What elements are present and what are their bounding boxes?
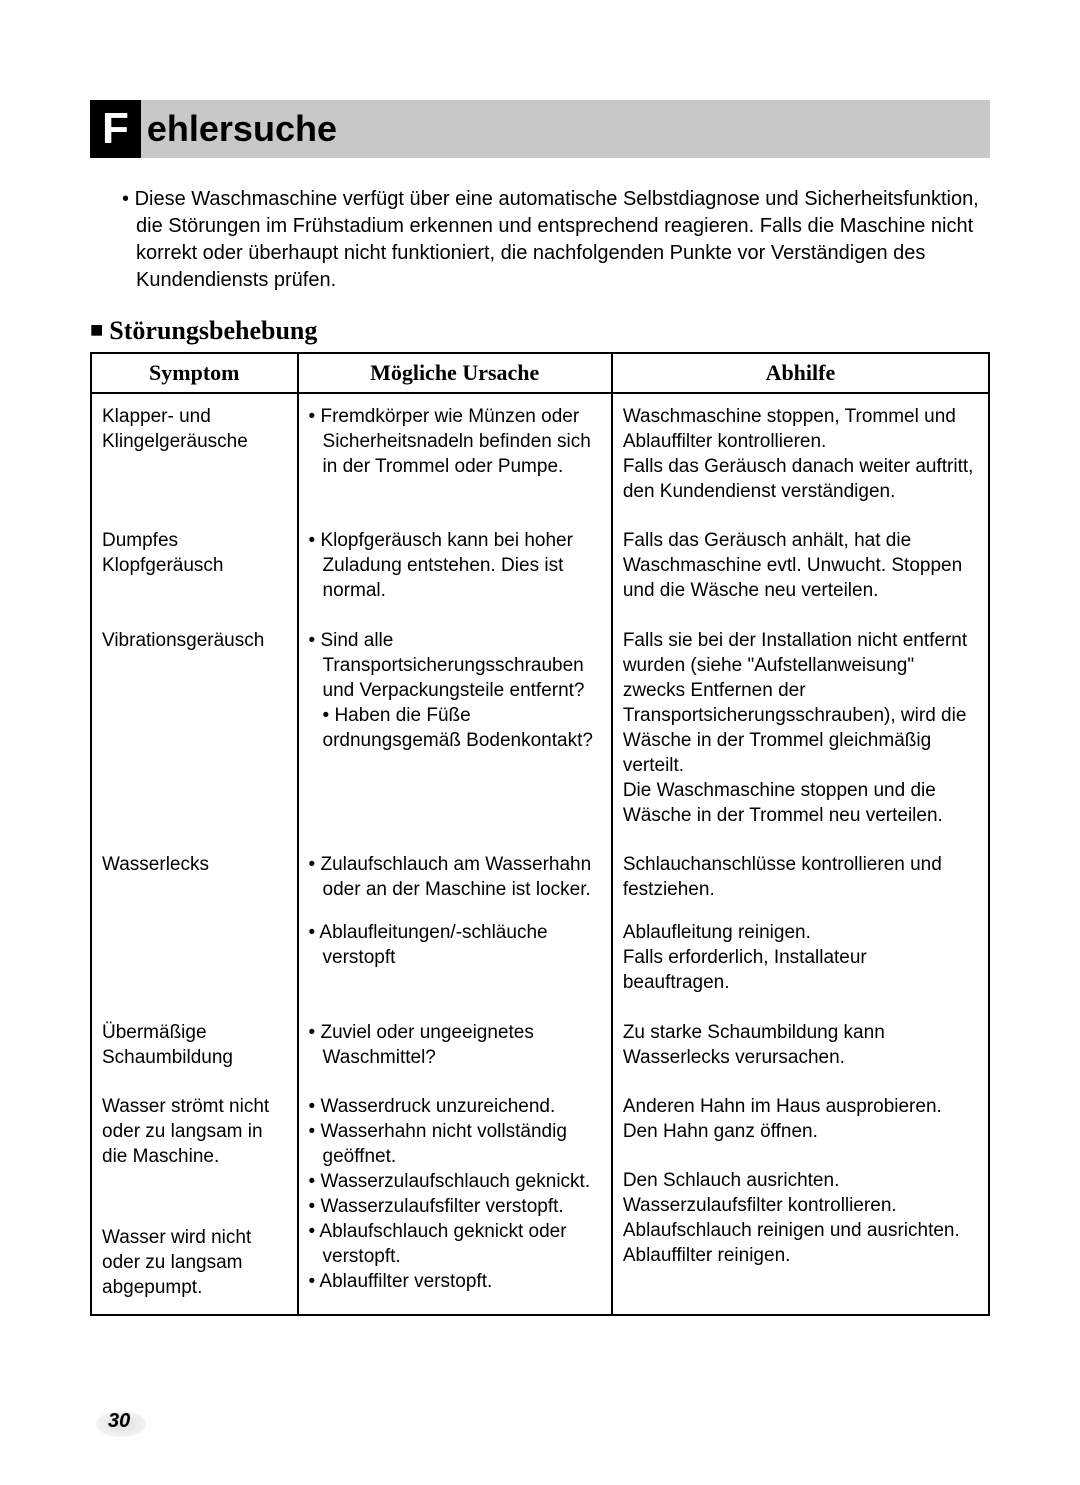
cell-cause: • Sind alle Transportsicherungsschrauben… xyxy=(298,618,612,843)
table-row: Klapper- und Klingelgeräusche • Fremdkör… xyxy=(91,393,989,518)
cell-symptom: Wasser strömt nicht oder zu langsam in d… xyxy=(91,1084,298,1315)
intro-paragraph: • Diese Waschmaschine verfügt über eine … xyxy=(122,186,990,294)
title-initial-letter: F xyxy=(90,100,141,158)
cell-cause: • Zulaufschlauch am Wasserhahn oder an d… xyxy=(298,842,612,1009)
cell-symptom: Klapper- und Klingelgeräusche xyxy=(91,393,298,518)
troubleshooting-table: Symptom Mögliche Ursache Abhilfe Klapper… xyxy=(90,352,990,1316)
col-header-cause: Mögliche Ursache xyxy=(298,353,612,393)
intro-text: Diese Waschmaschine verfügt über eine au… xyxy=(135,188,979,291)
table-row: Übermäßige Schaumbildung • Zuviel oder u… xyxy=(91,1010,989,1084)
page-number: 30 xyxy=(108,1410,130,1433)
cell-symptom: Wasserlecks xyxy=(91,842,298,1009)
section-heading-text: Störungsbehebung xyxy=(109,316,317,345)
table-row: Wasser strömt nicht oder zu langsam in d… xyxy=(91,1084,989,1315)
table-header-row: Symptom Mögliche Ursache Abhilfe xyxy=(91,353,989,393)
cell-remedy: Waschmaschine stoppen, Trommel und Ablau… xyxy=(612,393,989,518)
table-row: Vibrationsgeräusch • Sind alle Transport… xyxy=(91,618,989,843)
cell-cause: • Wasserdruck unzureichend. • Wasserhahn… xyxy=(298,1084,612,1315)
col-header-symptom: Symptom xyxy=(91,353,298,393)
cell-symptom: Vibrationsgeräusch xyxy=(91,618,298,843)
cell-remedy: Zu starke Schaumbildung kann Wasserlecks… xyxy=(612,1010,989,1084)
cell-cause: • Fremdkörper wie Münzen oder Sicherheit… xyxy=(298,393,612,518)
table-row: Dumpfes Klopfgeräusch • Klopfgeräusch ka… xyxy=(91,518,989,617)
cell-remedy: Schlauchanschlüsse kontrollieren und fes… xyxy=(612,842,989,1009)
cell-cause: • Zuviel oder ungeeignetes Waschmittel? xyxy=(298,1010,612,1084)
cell-remedy: Falls sie bei der Installation nicht ent… xyxy=(612,618,989,843)
cell-remedy: Anderen Hahn im Haus ausprobieren. Den H… xyxy=(612,1084,989,1315)
col-header-remedy: Abhilfe xyxy=(612,353,989,393)
cell-remedy: Falls das Geräusch anhält, hat die Wasch… xyxy=(612,518,989,617)
table-row: Wasserlecks • Zulaufschlauch am Wasserha… xyxy=(91,842,989,1009)
cell-symptom: Dumpfes Klopfgeräusch xyxy=(91,518,298,617)
section-heading: ■Störungsbehebung xyxy=(90,316,990,346)
cell-symptom: Übermäßige Schaumbildung xyxy=(91,1010,298,1084)
title-rest: ehlersuche xyxy=(141,100,990,158)
page-title-bar: F ehlersuche xyxy=(90,100,990,158)
cell-cause: • Klopfgeräusch kann bei hoher Zuladung … xyxy=(298,518,612,617)
